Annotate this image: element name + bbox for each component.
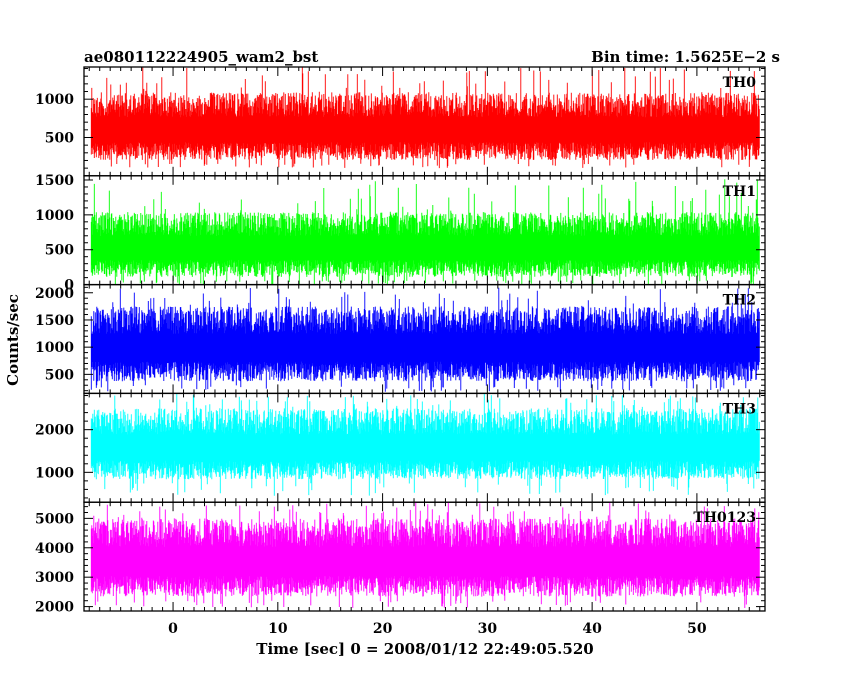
series-line-th1 bbox=[90, 179, 760, 285]
panel-th2: 500 1000 1500 2000 TH2 bbox=[35, 283, 766, 395]
x-tick-label: 10 bbox=[268, 621, 288, 637]
series-line-th0 bbox=[90, 67, 760, 169]
y-tick-label: 1000 bbox=[35, 92, 74, 108]
y-tick-label: 500 bbox=[45, 243, 74, 259]
x-tick-label: 40 bbox=[582, 621, 602, 637]
panel-th0123: 2000 3000 4000 5000 TH0123 bbox=[35, 501, 766, 616]
x-axis: 0 10 20 30 40 50 bbox=[168, 621, 707, 637]
panel-th0: 500 1000 TH0 bbox=[35, 66, 766, 177]
panel-label-th2: TH2 bbox=[723, 293, 756, 309]
series-line-th0123 bbox=[90, 502, 760, 608]
y-tick-label: 2000 bbox=[35, 286, 74, 302]
bin-time-label: Bin time: 1.5625E−2 s bbox=[591, 48, 780, 66]
x-axis-label: Time [sec] 0 = 2008/01/12 22:49:05.520 bbox=[256, 640, 593, 658]
y-tick-label: 2000 bbox=[35, 600, 74, 616]
y-tick-label: 1500 bbox=[35, 173, 74, 189]
panel-label-th3: TH3 bbox=[723, 401, 756, 417]
x-tick-label: 0 bbox=[168, 621, 178, 637]
y-tick-label: 500 bbox=[45, 367, 74, 383]
y-axis-label: Counts/sec bbox=[4, 294, 22, 386]
y-tick-label: 3000 bbox=[35, 570, 74, 586]
y-tick-label: 500 bbox=[45, 130, 74, 146]
y-tick-label: 1000 bbox=[35, 208, 74, 224]
chart-title: ae080112224905_wam2_bst bbox=[84, 48, 318, 66]
panel-label-th0123: TH0123 bbox=[693, 510, 756, 526]
y-tick-label: 1500 bbox=[35, 313, 74, 329]
y-tick-label: 1000 bbox=[35, 340, 74, 356]
y-tick-label: 4000 bbox=[35, 541, 74, 557]
x-tick-label: 30 bbox=[478, 621, 498, 637]
panels: 500 1000 TH0 0 500 1000 1500 TH1 500 1000 1500 2000… bbox=[35, 66, 766, 616]
series-line-th3 bbox=[90, 393, 760, 496]
y-tick-label: 5000 bbox=[35, 511, 74, 527]
series-line-th2 bbox=[90, 287, 760, 392]
y-tick-label: 1000 bbox=[35, 465, 74, 481]
y-tick-label: 2000 bbox=[35, 423, 74, 439]
x-tick-label: 20 bbox=[373, 621, 393, 637]
panel-label-th0: TH0 bbox=[723, 75, 757, 91]
panel-th3: 1000 2000 TH3 bbox=[35, 392, 766, 503]
x-tick-label: 50 bbox=[687, 621, 707, 637]
panel-label-th1: TH1 bbox=[723, 184, 756, 200]
panel-th1: 0 500 1000 1500 TH1 bbox=[35, 173, 766, 294]
y-tick-label: 0 bbox=[64, 278, 74, 294]
